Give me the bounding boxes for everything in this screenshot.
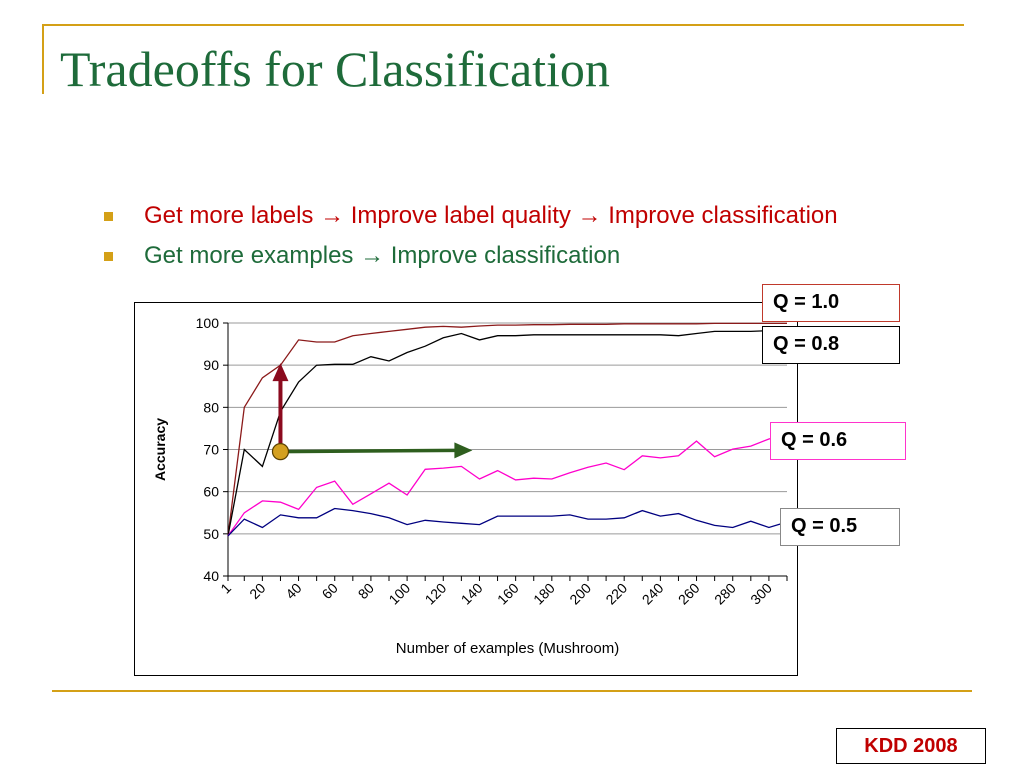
right-arrow-head (454, 442, 473, 459)
y-tick-label: 100 (196, 315, 220, 331)
footer-badge: KDD 2008 (836, 728, 986, 764)
legend-box-q08: Q = 0.8 (762, 326, 900, 364)
start-point-marker (271, 443, 290, 461)
x-tick-label: 240 (639, 580, 667, 608)
x-tick-label: 220 (602, 580, 630, 608)
slide-title: Tradeoffs for Classification (60, 41, 610, 97)
bullet-list: Get more labels → Improve label quality … (100, 196, 838, 276)
bullet-item-examples: Get more examples → Improve classificati… (100, 236, 838, 276)
legend-box-q06: Q = 0.6 (770, 422, 906, 460)
x-tick-label: 260 (675, 580, 703, 608)
x-tick-label: 40 (282, 580, 304, 602)
x-tick-label: 300 (747, 580, 775, 608)
x-tick-label: 200 (566, 580, 594, 608)
chart-frame: 40 50 60 70 80 90 100 1 20 40 60 80 100 120 140 160 180 2… (134, 302, 798, 676)
x-tick-label: 120 (422, 580, 450, 608)
legend-box-q05: Q = 0.5 (780, 508, 900, 546)
x-tick-label: 140 (458, 580, 486, 608)
y-tick-label: 90 (203, 357, 219, 373)
x-tick-label: 280 (711, 580, 739, 608)
bottom-rule (52, 690, 972, 692)
y-tick-label: 50 (203, 526, 219, 542)
series-line (227, 329, 788, 537)
bullet-square-icon (104, 252, 113, 261)
left-rule (42, 24, 44, 94)
x-tick-label: 20 (246, 580, 268, 602)
y-tick-label: 70 (203, 442, 219, 458)
y-tick-label: 60 (203, 484, 219, 500)
x-tick-label: 80 (355, 580, 377, 602)
y-tick-label: 80 (203, 399, 219, 415)
legend-box-q10: Q = 1.0 (762, 284, 900, 322)
x-axis-title: Number of examples (Mushroom) (396, 640, 619, 657)
bullet-square-icon (104, 212, 113, 221)
series-line (227, 434, 788, 537)
y-tick-label: 40 (203, 568, 219, 584)
x-tick-label: 100 (385, 580, 413, 608)
x-tick-label: 180 (530, 580, 558, 608)
x-tick-label: 60 (319, 580, 341, 602)
right-arrow-shaft (280, 448, 457, 454)
series-line (227, 507, 788, 537)
x-tick-label: 160 (494, 580, 522, 608)
bullet-text-labels: Get more labels → Improve label quality … (144, 202, 838, 229)
top-rule (42, 24, 964, 26)
series-line (227, 322, 787, 536)
y-axis-title: Accuracy (152, 418, 168, 481)
bullet-text-examples: Get more examples → Improve classificati… (144, 242, 621, 269)
x-tick-label: 1 (217, 580, 234, 597)
bullet-item-labels: Get more labels → Improve label quality … (100, 196, 838, 236)
up-arrow-head (272, 363, 289, 382)
